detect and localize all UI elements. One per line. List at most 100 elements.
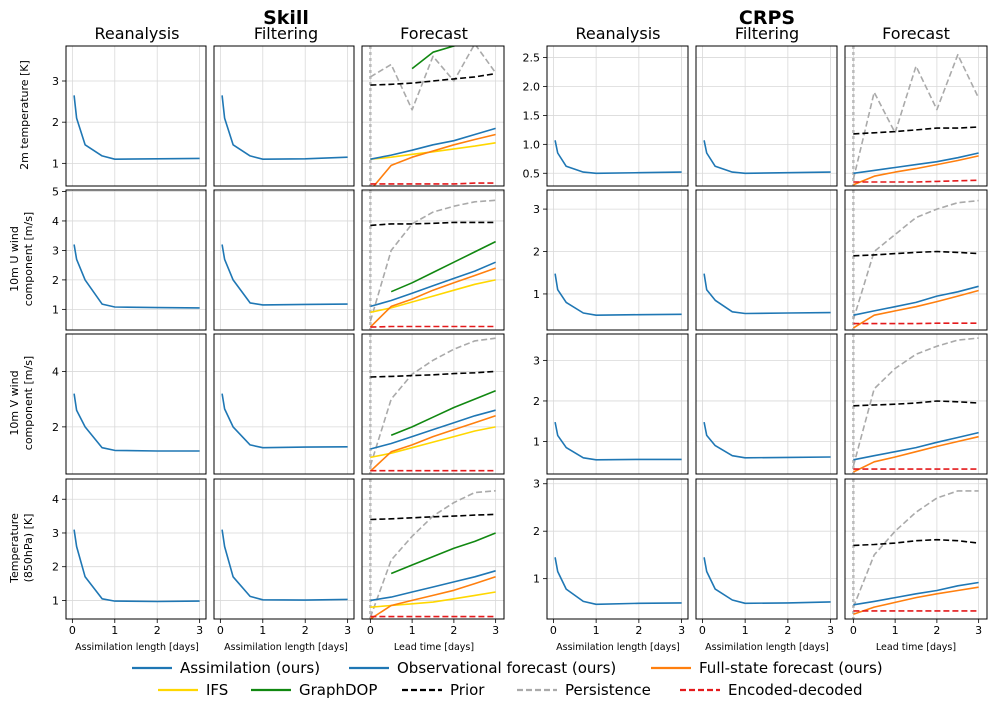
skill-10m-v-wind-component-m-s-reanalysis-series: [73, 393, 200, 452]
skill-temperature-850hpa-k-forecast-persistence-line: [369, 490, 496, 618]
skill-2m-temperature-k-reanalysis-ytick-label: 1: [52, 157, 59, 170]
crps-reanalysis-xlabel: Assimilation length [days]: [556, 642, 680, 653]
skill-10m-v-wind-component-m-s-forecast-ifs-line: [370, 426, 496, 459]
skill-2m-temperature-k-filtering-frame: [213, 45, 355, 187]
row-label-u10-line2: component [m/s]: [22, 212, 35, 306]
skill-10m-v-wind-component-m-s-forecast-persistence-line: [369, 337, 496, 466]
skill-temperature-850hpa-k-forecast-graphdop-line: [390, 532, 496, 575]
crps-temperature-850hpa-k-reanalysis-series: [554, 557, 682, 606]
skill-10m-v-wind-component-m-s-forecast-series: [369, 334, 496, 474]
crps-10m-u-wind-component-m-s-forecast-panel: [844, 189, 988, 331]
crps-2m-temperature-k-forecast-frame: [844, 45, 988, 187]
crps-2m-temperature-k-filtering-series: [703, 140, 831, 175]
crps-10m-v-wind-component-m-s-reanalysis-frame: [546, 333, 689, 475]
crps-temperature-850hpa-k-forecast-xtick-label: 0: [850, 624, 857, 637]
crps-10m-v-wind-component-m-s-forecast-series: [852, 334, 979, 474]
skill-10m-v-wind-component-m-s-reanalysis-panel: 24: [52, 333, 207, 475]
crps-temperature-850hpa-k-filtering-xtick-label: 3: [827, 624, 834, 637]
crps-forecast-xlabel: Lead time [days]: [876, 642, 956, 653]
skill-temperature-850hpa-k-filtering-xtick-label: 0: [217, 624, 224, 637]
skill-temperature-850hpa-k-filtering-xtick-label: 3: [344, 624, 351, 637]
skill-10m-v-wind-component-m-s-forecast-observational-forecast-line: [370, 409, 496, 450]
skill-2m-temperature-k-forecast-graphdop-line: [411, 46, 459, 70]
skill-10m-v-wind-component-m-s-forecast-full-state-line: [369, 415, 496, 472]
skill-group-title: Skill: [263, 7, 309, 29]
row-label-t2m: 2m temperature [K]: [18, 60, 31, 170]
legend: Assimilation (ours) Observational foreca…: [132, 659, 883, 699]
crps-temperature-850hpa-k-filtering-assimilation-line: [703, 557, 831, 605]
crps-temperature-850hpa-k-forecast-persistence-line: [852, 490, 979, 608]
legend-label-encoded-decoded: Encoded-decoded: [728, 681, 863, 699]
crps-temperature-850hpa-k-filtering-xtick-label: 0: [699, 624, 706, 637]
skill-10m-v-wind-component-m-s-reanalysis-assimilation-line: [73, 393, 200, 452]
crps-temperature-850hpa-k-forecast-observational-forecast-line: [853, 581, 979, 606]
skill-2m-temperature-k-forecast-persistence-line: [369, 46, 497, 111]
skill-2m-temperature-k-reanalysis-assimilation-line: [73, 95, 200, 160]
crps-2m-temperature-k-forecast-observational-forecast-line: [853, 152, 979, 175]
skill-temperature-850hpa-k-reanalysis-xtick-label: 0: [69, 624, 76, 637]
skill-10m-u-wind-component-m-s-reanalysis-ytick-label: 3: [52, 244, 59, 257]
crps-10m-v-wind-component-m-s-reanalysis-panel: 1 2 3: [533, 333, 689, 475]
skill-filtering-xlabel: Assimilation length [days]: [224, 642, 348, 653]
crps-10m-u-wind-component-m-s-reanalysis-ytick-label: 2: [533, 246, 540, 259]
skill-10m-u-wind-component-m-s-forecast-persistence-line: [369, 199, 496, 322]
crps-temperature-850hpa-k-filtering-panel: 0 1 2 3: [695, 478, 838, 637]
crps-10m-u-wind-component-m-s-forecast-series: [852, 190, 979, 330]
skill-2m-temperature-k-forecast-panel: [361, 45, 505, 187]
crps-2m-temperature-k-reanalysis-ytick-label: 2.0: [523, 80, 541, 93]
crps-2m-temperature-k-forecast-encoded-decoded-line: [853, 179, 979, 183]
crps-10m-u-wind-component-m-s-forecast-observational-forecast-line: [853, 285, 979, 316]
skill-10m-v-wind-component-m-s-reanalysis-ytick-label: 4: [52, 365, 59, 378]
crps-temperature-850hpa-k-reanalysis-xtick-label: 3: [678, 624, 685, 637]
skill-temperature-850hpa-k-forecast-series: [369, 479, 496, 619]
skill-temperature-850hpa-k-forecast-full-state-line: [369, 576, 496, 619]
crps-2m-temperature-k-forecast-prior-line: [853, 126, 979, 135]
crps-2m-temperature-k-filtering-assimilation-line: [703, 140, 831, 175]
crps-2m-temperature-k-reanalysis-series: [554, 140, 682, 175]
crps-10m-u-wind-component-m-s-reanalysis-ytick-label: 1: [533, 288, 540, 301]
skill-forecast-title: Forecast: [400, 24, 468, 43]
row-label-v10-line2: component [m/s]: [22, 356, 35, 450]
skill-temperature-850hpa-k-reanalysis-ytick-label: 1: [52, 594, 59, 607]
skill-10m-v-wind-component-m-s-forecast-frame: [361, 333, 505, 475]
crps-temperature-850hpa-k-reanalysis-ytick-label: 2: [533, 525, 540, 538]
crps-temperature-850hpa-k-forecast-frame: [844, 478, 988, 620]
legend-label-graphdop: GraphDOP: [299, 681, 377, 699]
crps-10m-v-wind-component-m-s-forecast-prior-line: [853, 400, 979, 407]
crps-10m-u-wind-component-m-s-filtering-panel: [695, 189, 838, 331]
skill-10m-v-wind-component-m-s-filtering-assimilation-line: [221, 393, 348, 449]
crps-2m-temperature-k-reanalysis-ytick-label: 2.5: [523, 52, 541, 65]
skill-temperature-850hpa-k-filtering-xtick-label: 1: [259, 624, 266, 637]
crps-2m-temperature-k-filtering-frame: [695, 45, 838, 187]
skill-2m-temperature-k-reanalysis-series: [73, 95, 200, 160]
crps-temperature-850hpa-k-filtering-xtick-label: 1: [742, 624, 749, 637]
skill-temperature-850hpa-k-reanalysis-panel: 1 2 3 4 0 1 2 3: [52, 478, 207, 637]
skill-temperature-850hpa-k-reanalysis-xtick-label: 1: [111, 624, 118, 637]
skill-temperature-850hpa-k-reanalysis-xtick-label: 3: [196, 624, 203, 637]
crps-10m-u-wind-component-m-s-filtering-frame: [695, 189, 838, 331]
row-label-v10-line1: 10m V wind: [8, 370, 21, 435]
crps-temperature-850hpa-k-forecast-panel: 0 1 2 3: [844, 478, 988, 637]
skill-10m-v-wind-component-m-s-reanalysis-frame: [65, 333, 207, 475]
skill-10m-v-wind-component-m-s-filtering-series: [221, 393, 348, 449]
skill-10m-u-wind-component-m-s-reanalysis-frame: [65, 189, 207, 331]
crps-10m-v-wind-component-m-s-reanalysis-series: [554, 421, 682, 461]
skill-temperature-850hpa-k-reanalysis-series: [73, 529, 200, 603]
skill-10m-u-wind-component-m-s-forecast-full-state-line: [369, 267, 496, 328]
skill-10m-u-wind-component-m-s-filtering-panel: [213, 189, 355, 331]
crps-2m-temperature-k-forecast-persistence-line: [852, 53, 980, 180]
skill-2m-temperature-k-filtering-series: [221, 95, 348, 160]
skill-10m-v-wind-component-m-s-forecast-graphdop-line: [390, 390, 496, 436]
skill-2m-temperature-k-reanalysis-panel: 1 2 3: [52, 45, 207, 187]
skill-2m-temperature-k-forecast-observational-forecast-line: [370, 127, 496, 160]
crps-temperature-850hpa-k-reanalysis-panel: 1 2 3 0 1 2 3: [533, 478, 689, 637]
skill-temperature-850hpa-k-forecast-xtick-label: 0: [367, 624, 374, 637]
legend-label-prior: Prior: [450, 681, 485, 699]
skill-2m-temperature-k-forecast-series: [369, 46, 497, 186]
skill-temperature-850hpa-k-filtering-series: [221, 529, 348, 601]
skill-temperature-850hpa-k-forecast-ifs-line: [370, 591, 496, 608]
skill-reanalysis-xlabel: Assimilation length [days]: [75, 642, 199, 653]
skill-10m-v-wind-component-m-s-forecast-prior-line: [370, 370, 496, 378]
crps-temperature-850hpa-k-forecast-series: [852, 479, 979, 619]
